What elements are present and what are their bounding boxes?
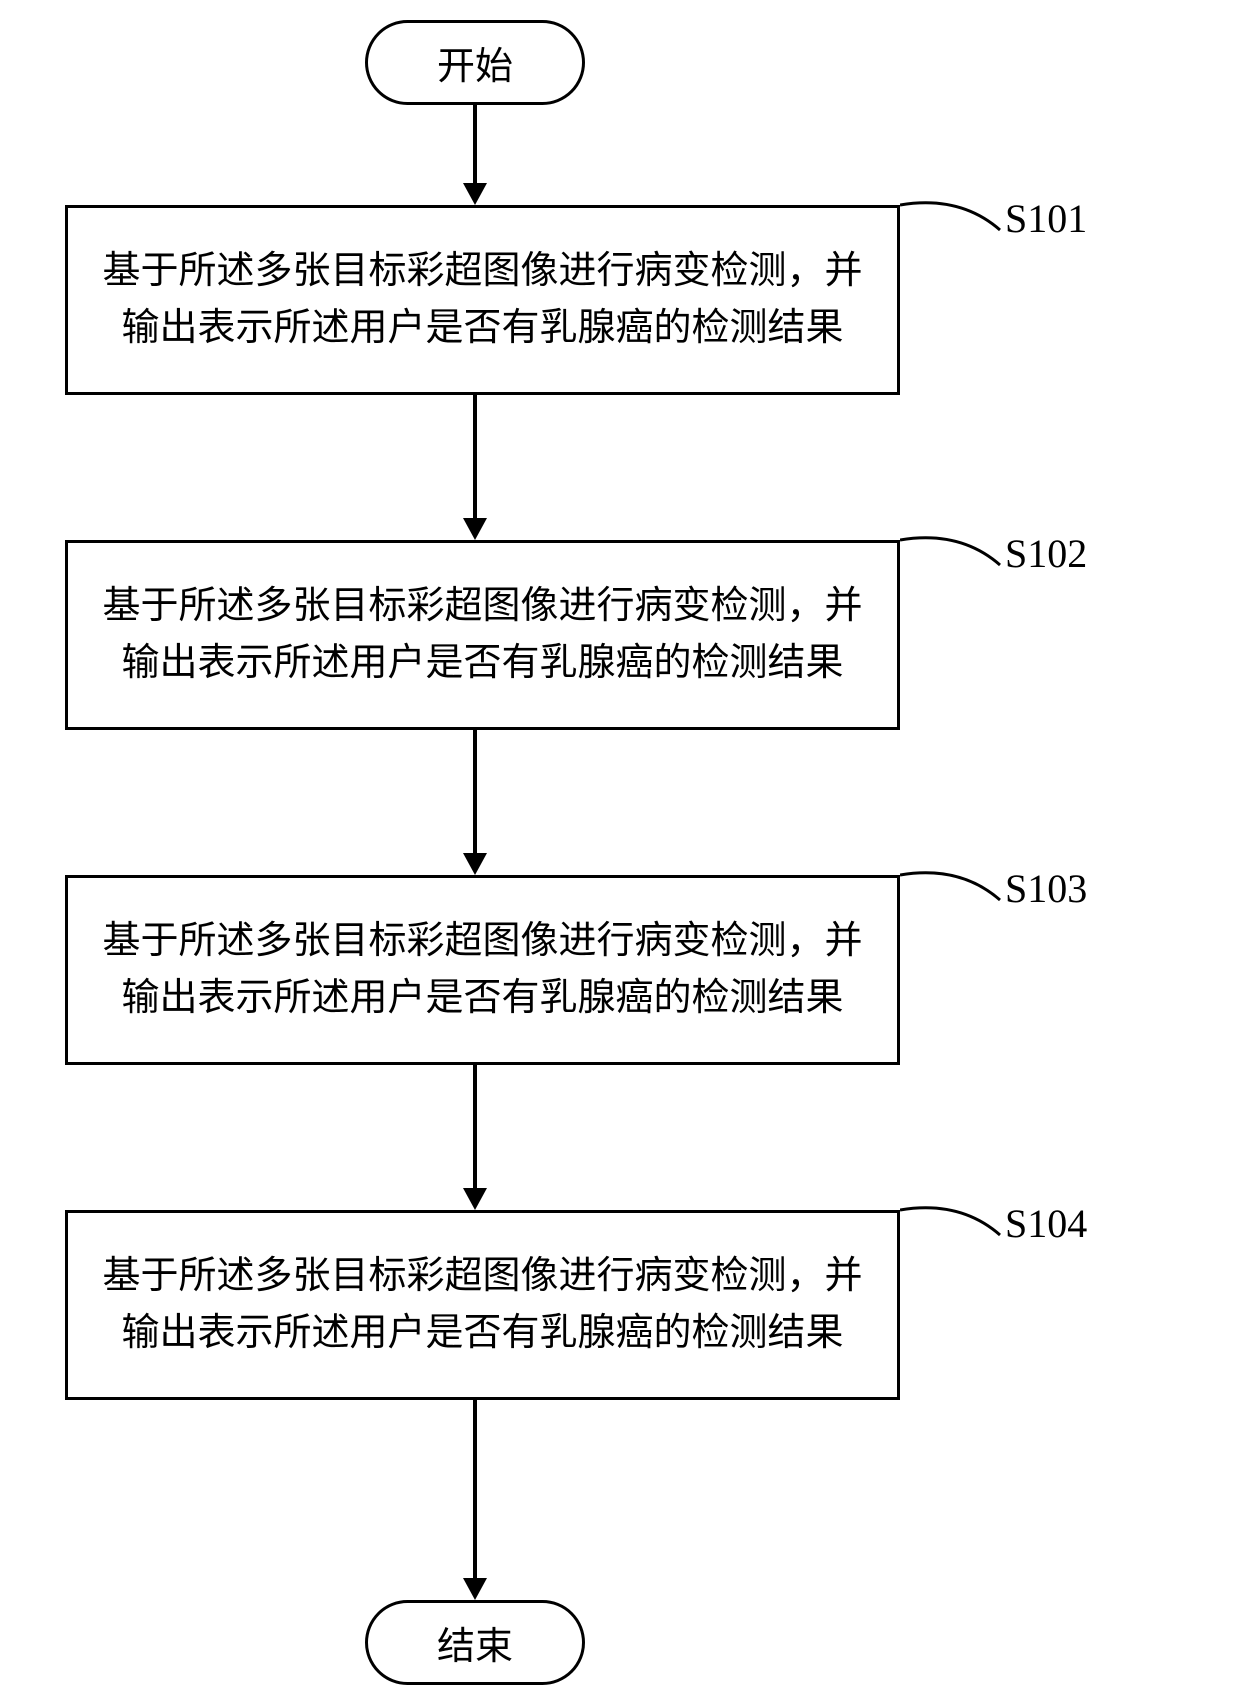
connector-s102 xyxy=(900,530,1010,590)
process-s103-text: 基于所述多张目标彩超图像进行病变检测，并输出表示所述用户是否有乳腺癌的检测结果 xyxy=(98,913,867,1027)
label-s102: S102 xyxy=(1005,530,1087,577)
start-terminal: 开始 xyxy=(365,20,585,105)
connector-s104 xyxy=(900,1200,1010,1260)
process-s103: 基于所述多张目标彩超图像进行病变检测，并输出表示所述用户是否有乳腺癌的检测结果 xyxy=(65,875,900,1065)
label-s104: S104 xyxy=(1005,1200,1087,1247)
arrow-4-line xyxy=(473,1065,477,1188)
arrow-2-head xyxy=(463,518,487,540)
arrow-1-head xyxy=(463,183,487,205)
process-s102: 基于所述多张目标彩超图像进行病变检测，并输出表示所述用户是否有乳腺癌的检测结果 xyxy=(65,540,900,730)
process-s101-text: 基于所述多张目标彩超图像进行病变检测，并输出表示所述用户是否有乳腺癌的检测结果 xyxy=(98,243,867,357)
end-terminal: 结束 xyxy=(365,1600,585,1685)
arrow-5-head xyxy=(463,1578,487,1600)
connector-s101 xyxy=(900,195,1010,255)
label-s101: S101 xyxy=(1005,195,1087,242)
connector-s103 xyxy=(900,865,1010,925)
arrow-1-line xyxy=(473,105,477,183)
process-s104: 基于所述多张目标彩超图像进行病变检测，并输出表示所述用户是否有乳腺癌的检测结果 xyxy=(65,1210,900,1400)
arrow-2-line xyxy=(473,395,477,518)
flowchart-container: 开始 基于所述多张目标彩超图像进行病变检测，并输出表示所述用户是否有乳腺癌的检测… xyxy=(0,0,1240,1706)
label-s103: S103 xyxy=(1005,865,1087,912)
process-s101: 基于所述多张目标彩超图像进行病变检测，并输出表示所述用户是否有乳腺癌的检测结果 xyxy=(65,205,900,395)
arrow-3-line xyxy=(473,730,477,853)
process-s102-text: 基于所述多张目标彩超图像进行病变检测，并输出表示所述用户是否有乳腺癌的检测结果 xyxy=(98,578,867,692)
arrow-3-head xyxy=(463,853,487,875)
start-label: 开始 xyxy=(437,35,513,90)
arrow-4-head xyxy=(463,1188,487,1210)
end-label: 结束 xyxy=(437,1615,513,1670)
process-s104-text: 基于所述多张目标彩超图像进行病变检测，并输出表示所述用户是否有乳腺癌的检测结果 xyxy=(98,1248,867,1362)
arrow-5-line xyxy=(473,1400,477,1578)
